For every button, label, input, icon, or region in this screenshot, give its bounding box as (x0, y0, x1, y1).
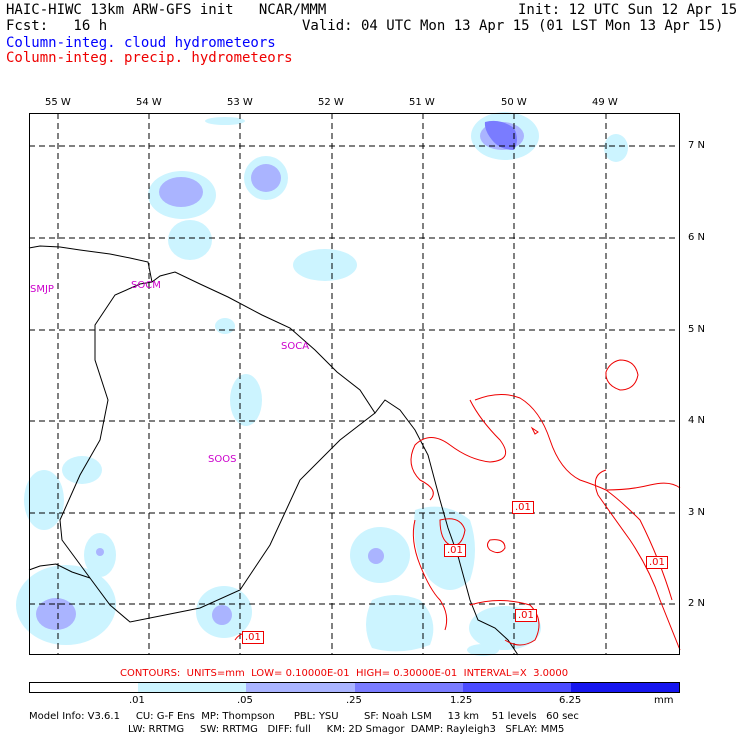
legend-swatch (246, 683, 355, 692)
lon-label: 51 W (409, 97, 435, 108)
model-info-line1: Model Info: V3.6.1 CU: G-F Ens MP: Thomp… (29, 711, 579, 722)
lat-label: 6 N (688, 232, 706, 243)
model-info-line2: LW: RRTMG SW: RRTMG DIFF: full KM: 2D Sm… (128, 724, 565, 735)
field-cloud-label: Column-integ. cloud hydrometeors (6, 35, 276, 51)
lat-label: 3 N (688, 507, 706, 518)
lon-label: 53 W (227, 97, 253, 108)
legend-label: .25 (346, 695, 362, 706)
lon-label: 49 W (592, 97, 618, 108)
contour-value-label: .01 (242, 631, 264, 644)
lon-label: 54 W (136, 97, 162, 108)
lat-label: 5 N (688, 324, 706, 335)
lat-label: 4 N (688, 415, 706, 426)
contour-value-label: .01 (444, 544, 466, 557)
legend-label: 1.25 (450, 695, 473, 706)
lon-label: 52 W (318, 97, 344, 108)
legend-swatch (570, 683, 680, 692)
legend-swatch (138, 683, 247, 692)
station-label: SOCM (131, 280, 161, 291)
contour-value-label: .01 (646, 556, 668, 569)
contour-value-label: .01 (515, 609, 537, 622)
station-label: SOOS (208, 454, 237, 465)
forecast-hour: Fcst: 16 h (6, 18, 108, 34)
legend-swatch (462, 683, 571, 692)
legend-label: .05 (237, 695, 253, 706)
map-frame (29, 113, 680, 655)
legend-unit: mm (654, 695, 674, 706)
contours-info: CONTOURS: UNITS=mm LOW= 0.10000E-01 HIGH… (120, 668, 569, 679)
contour-value-label: .01 (512, 501, 534, 514)
legend-label: 6.25 (559, 695, 582, 706)
valid-time: Valid: 04 UTC Mon 13 Apr 15 (01 LST Mon … (302, 18, 724, 34)
lat-lon-grid (29, 113, 680, 655)
lat-label: 2 N (688, 598, 706, 609)
legend-swatch (30, 683, 139, 692)
precip-contours (234, 359, 681, 651)
lon-label: 50 W (501, 97, 527, 108)
lat-label: 7 N (688, 140, 706, 151)
lon-label: 55 W (45, 97, 71, 108)
station-label: SOCA (281, 341, 310, 352)
init-time: Init: 12 UTC Sun 12 Apr 15 (518, 2, 738, 18)
field-precip-label: Column-integ. precip. hydrometeors (6, 50, 293, 66)
legend-label: .01 (129, 695, 145, 706)
legend-swatch (354, 683, 463, 692)
plot-title: HAIC-HIWC 13km ARW-GFS init NCAR/MMM (6, 2, 327, 18)
legend-colorbar (29, 682, 680, 693)
station-label: SMJP (30, 284, 54, 295)
coastline (28, 245, 519, 656)
